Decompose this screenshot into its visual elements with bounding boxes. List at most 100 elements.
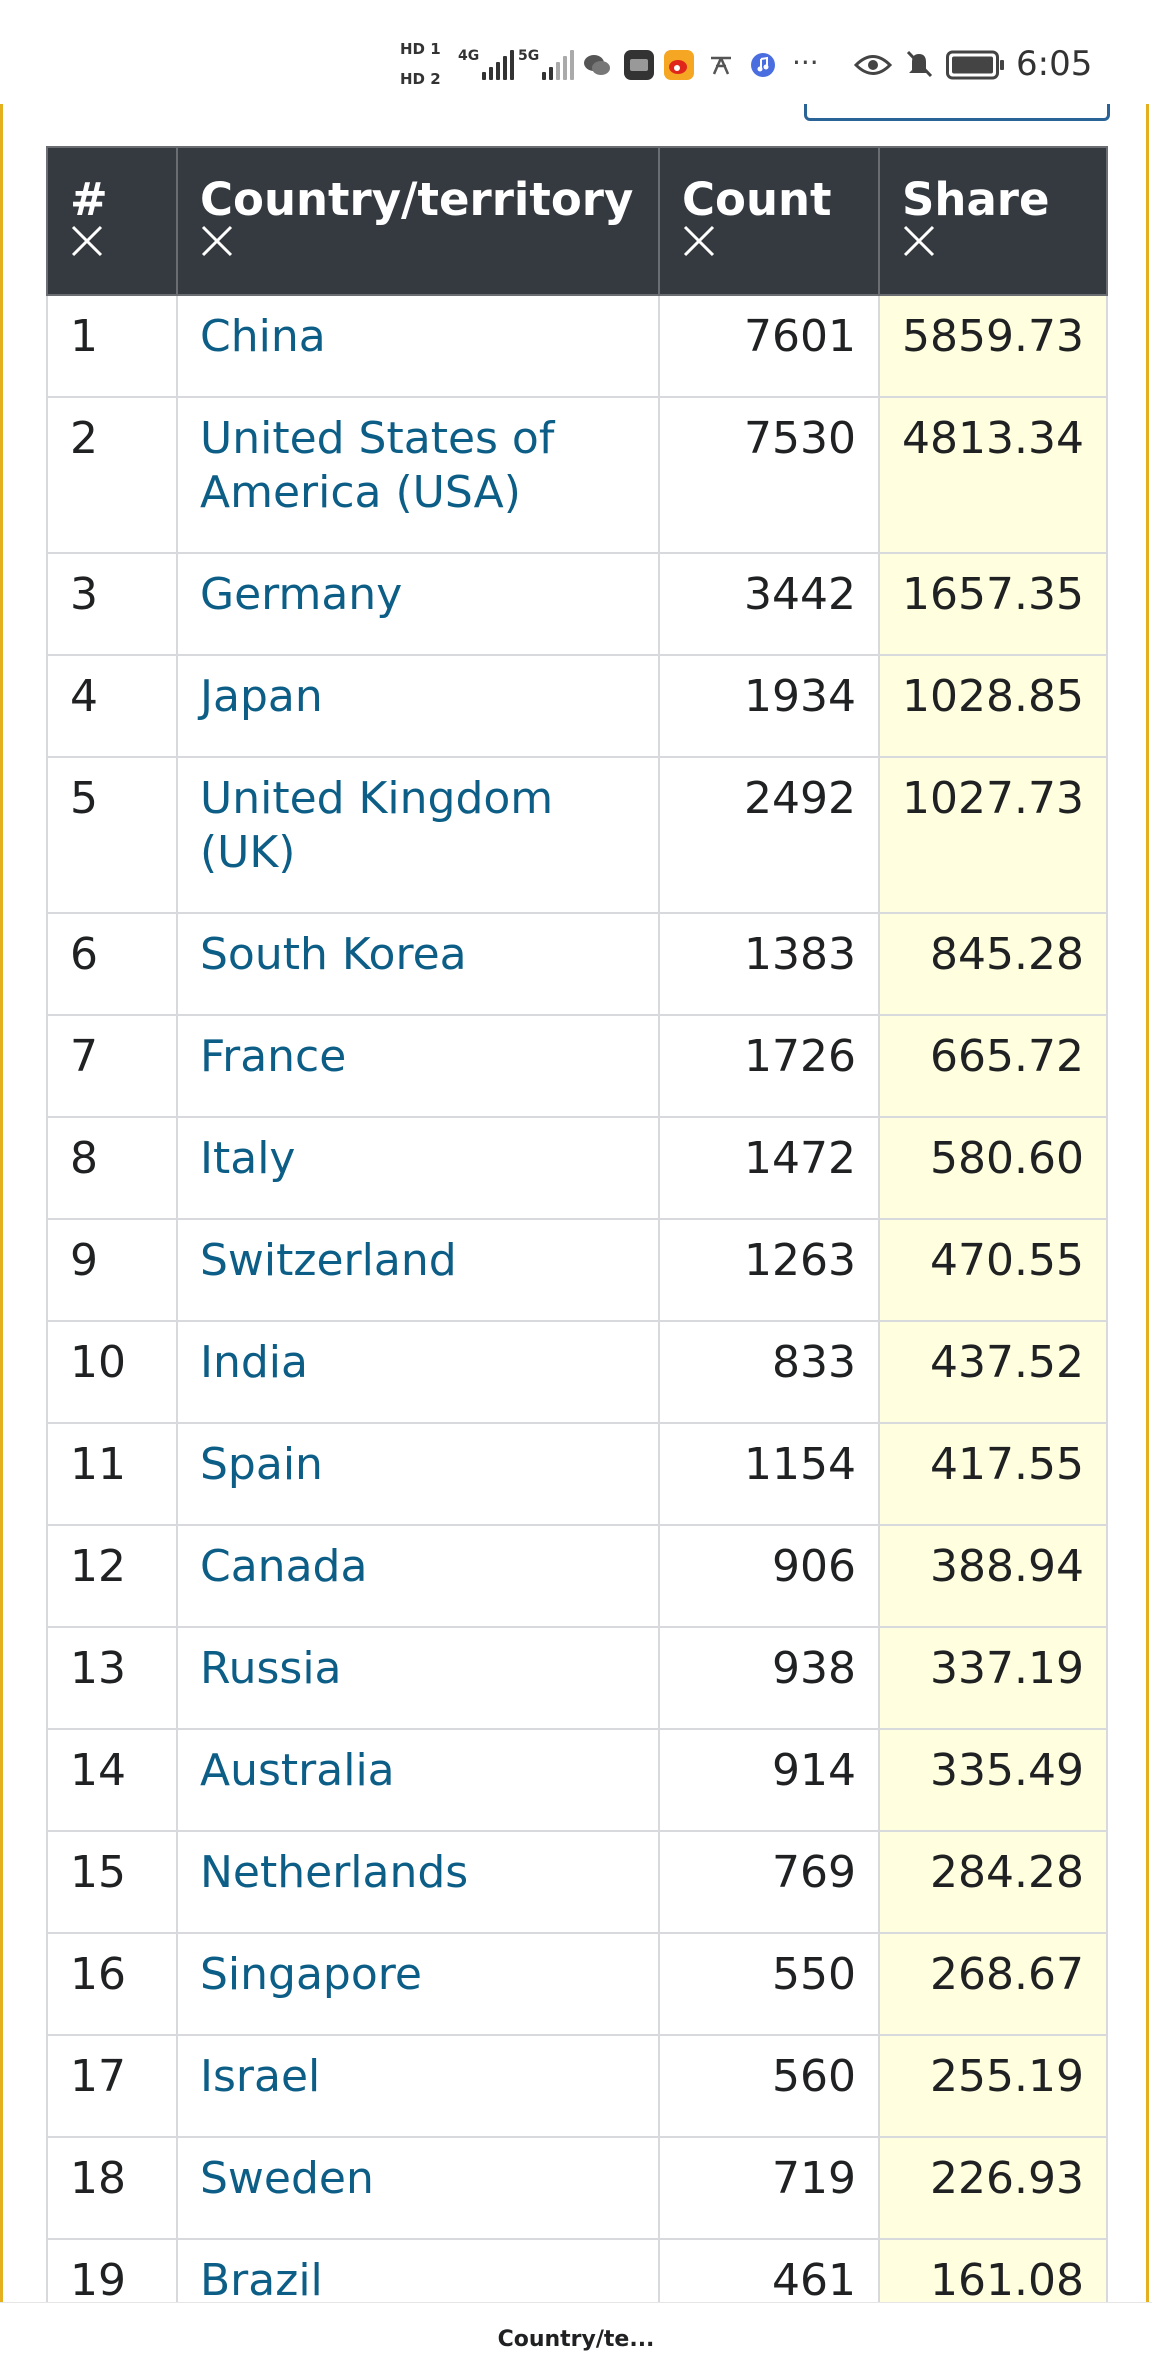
current-section-title[interactable]: Country/te...: [497, 2327, 655, 2352]
country-link[interactable]: Japan: [200, 671, 323, 722]
country-link[interactable]: Netherlands: [200, 1847, 469, 1898]
rank-cell: 19: [46, 2238, 178, 2304]
count-cell: 7530: [658, 396, 880, 554]
rank-header-label: #: [70, 173, 108, 226]
country-link[interactable]: Russia: [200, 1643, 342, 1694]
table-row: 18 Sweden 719 226.93: [46, 2136, 1108, 2240]
count-cell: 1263: [658, 1218, 880, 1322]
count-cell: 550: [658, 1932, 880, 2036]
eye-comfort-icon: [853, 52, 893, 83]
country-link[interactable]: China: [200, 311, 326, 362]
country-link[interactable]: Israel: [200, 2051, 321, 2102]
count-cell: 3442: [658, 552, 880, 656]
country-link[interactable]: Australia: [200, 1745, 395, 1796]
rank-column-header[interactable]: #: [46, 146, 178, 296]
hd-voice-indicator: HD 1 HD 2: [400, 38, 452, 96]
hd1-badge: HD 1: [400, 40, 441, 58]
rank-cell: 14: [46, 1728, 178, 1832]
country-link[interactable]: Brazil: [200, 2255, 323, 2304]
country-cell: Sweden: [176, 2136, 660, 2240]
sort-icon[interactable]: [70, 224, 104, 258]
more-notifications-icon: ···: [792, 46, 819, 79]
country-cell: Singapore: [176, 1932, 660, 2036]
table-row: 14 Australia 914 335.49: [46, 1728, 1108, 1832]
count-cell: 914: [658, 1728, 880, 1832]
hd2-badge: HD 2: [400, 70, 441, 88]
count-cell: 2492: [658, 756, 880, 914]
count-cell: 7601: [658, 294, 880, 398]
rank-cell: 10: [46, 1320, 178, 1424]
sim1-signal-icon: 4G: [458, 44, 518, 84]
table-row: 2 United States of America (USA) 7530 48…: [46, 396, 1108, 554]
count-cell: 719: [658, 2136, 880, 2240]
country-link[interactable]: India: [200, 1337, 308, 1388]
country-cell: United Kingdom (UK): [176, 756, 660, 914]
share-cell: 665.72: [878, 1014, 1108, 1118]
rank-cell: 6: [46, 912, 178, 1016]
share-column-header[interactable]: Share: [878, 146, 1108, 296]
country-link[interactable]: France: [200, 1031, 347, 1082]
share-cell: 1028.85: [878, 654, 1108, 758]
table-header-row: # Country/territory Count Share: [46, 146, 1108, 296]
country-link[interactable]: United Kingdom (UK): [200, 773, 554, 878]
country-link[interactable]: Sweden: [200, 2153, 374, 2204]
share-cell: 388.94: [878, 1524, 1108, 1628]
country-cell: Netherlands: [176, 1830, 660, 1934]
table-row: 12 Canada 906 388.94: [46, 1524, 1108, 1628]
music-icon: [748, 50, 778, 80]
rank-cell: 15: [46, 1830, 178, 1934]
rank-cell: 17: [46, 2034, 178, 2138]
table-row: 15 Netherlands 769 284.28: [46, 1830, 1108, 1934]
bottom-section-bar[interactable]: Country/te...: [0, 2302, 1152, 2376]
country-link[interactable]: Spain: [200, 1439, 323, 1490]
rank-cell: 4: [46, 654, 178, 758]
count-cell: 833: [658, 1320, 880, 1424]
count-cell: 1726: [658, 1014, 880, 1118]
country-column-header[interactable]: Country/territory: [176, 146, 660, 296]
country-cell: Israel: [176, 2034, 660, 2138]
status-clock: 6:05: [1016, 44, 1093, 84]
country-link[interactable]: Italy: [200, 1133, 296, 1184]
country-cell: Australia: [176, 1728, 660, 1832]
count-cell: 461: [658, 2238, 880, 2304]
count-cell: 906: [658, 1524, 880, 1628]
rank-cell: 13: [46, 1626, 178, 1730]
country-link[interactable]: United States of America (USA): [200, 413, 555, 518]
table-row: 11 Spain 1154 417.55: [46, 1422, 1108, 1526]
rank-cell: 16: [46, 1932, 178, 2036]
count-column-header[interactable]: Count: [658, 146, 880, 296]
share-cell: 255.19: [878, 2034, 1108, 2138]
table-row: 3 Germany 3442 1657.35: [46, 552, 1108, 656]
table-row: 8 Italy 1472 580.60: [46, 1116, 1108, 1220]
mute-bell-icon: [904, 48, 934, 85]
table-row: 17 Israel 560 255.19: [46, 2034, 1108, 2138]
table-row: 6 South Korea 1383 845.28: [46, 912, 1108, 1016]
country-header-label: Country/territory: [200, 173, 634, 226]
country-link[interactable]: South Korea: [200, 929, 467, 980]
table-row: 19 Brazil 461 161.08: [46, 2238, 1108, 2304]
table-row: 4 Japan 1934 1028.85: [46, 654, 1108, 758]
frame-border-left: [0, 104, 3, 2304]
country-link[interactable]: Switzerland: [200, 1235, 457, 1286]
sort-icon[interactable]: [200, 224, 234, 258]
share-cell: 5859.73: [878, 294, 1108, 398]
share-cell: 580.60: [878, 1116, 1108, 1220]
country-cell: China: [176, 294, 660, 398]
country-cell: South Korea: [176, 912, 660, 1016]
article-content[interactable]: # Country/territory Count Share: [0, 104, 1152, 2304]
share-cell: 335.49: [878, 1728, 1108, 1832]
rank-cell: 18: [46, 2136, 178, 2240]
country-cell: Canada: [176, 1524, 660, 1628]
country-link[interactable]: Germany: [200, 569, 403, 620]
sort-icon[interactable]: [682, 224, 716, 258]
sort-icon[interactable]: [902, 224, 936, 258]
country-cell: Germany: [176, 552, 660, 656]
share-cell: 337.19: [878, 1626, 1108, 1730]
rank-cell: 1: [46, 294, 178, 398]
country-link[interactable]: Canada: [200, 1541, 368, 1592]
country-cell: India: [176, 1320, 660, 1424]
share-cell: 437.52: [878, 1320, 1108, 1424]
frame-border-right: [1146, 104, 1149, 2304]
country-link[interactable]: Singapore: [200, 1949, 422, 2000]
